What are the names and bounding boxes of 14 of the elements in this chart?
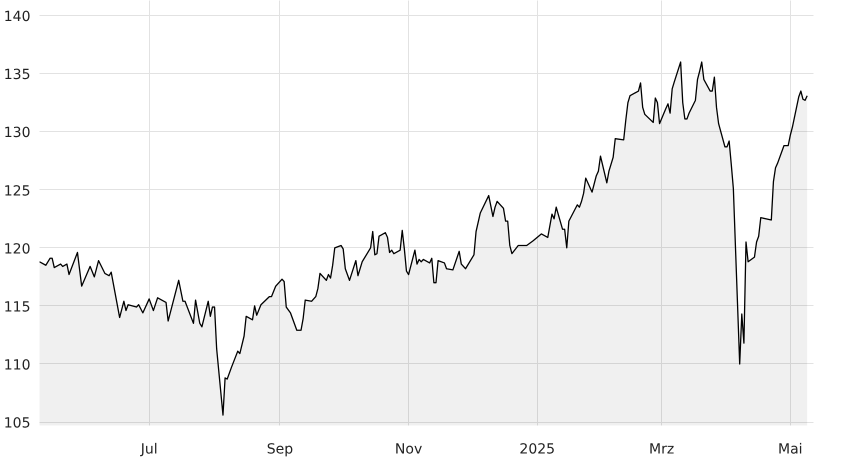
- x-tick-label: Mai: [778, 442, 803, 458]
- y-tick-label: 125: [4, 183, 31, 200]
- y-tick-label: 130: [4, 125, 31, 142]
- x-tick-label: Jul: [140, 442, 158, 458]
- x-tick-label: Mrz: [649, 442, 674, 458]
- y-tick-label: 105: [4, 416, 31, 432]
- y-tick-label: 110: [4, 357, 31, 374]
- y-tick-label: 120: [4, 241, 31, 258]
- y-tick-label: 135: [4, 67, 31, 84]
- x-tick-label: Nov: [394, 442, 422, 458]
- y-tick-label: 140: [4, 9, 31, 26]
- x-tick-label: 2025: [519, 442, 556, 458]
- y-tick-label: 115: [4, 299, 31, 316]
- x-tick-label: Sep: [266, 442, 294, 458]
